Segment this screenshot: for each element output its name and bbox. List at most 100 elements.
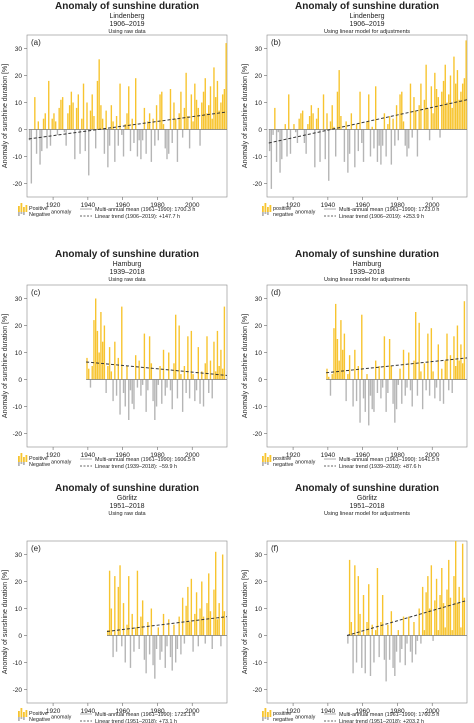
negative-anomaly-bar [161, 379, 163, 404]
negative-anomaly-bar [122, 379, 125, 393]
positive-anomaly-bar [58, 107, 60, 130]
positive-anomaly-bar [197, 347, 199, 380]
negative-anomaly-bar [171, 379, 173, 410]
legend-negative-swatch [267, 462, 269, 465]
positive-anomaly-bar [298, 118, 300, 130]
positive-anomaly-bar [446, 589, 448, 636]
positive-anomaly-bar [141, 600, 144, 636]
positive-anomaly-bar [188, 622, 191, 636]
positive-anomaly-bar [458, 360, 460, 380]
legend-positive-swatch [269, 205, 272, 212]
negative-anomaly-bar [272, 129, 274, 135]
negative-anomaly-bar [286, 129, 288, 157]
y-tick-label: 10 [255, 100, 263, 107]
negative-anomaly-bar [169, 635, 172, 658]
positive-anomaly-bar [428, 608, 431, 636]
negative-anomaly-bar [133, 129, 135, 143]
negative-anomaly-bar [124, 635, 126, 663]
positive-anomaly-bar [366, 622, 368, 636]
positive-anomaly-bar [399, 368, 401, 380]
positive-anomaly-bar [147, 121, 149, 130]
positive-anomaly-bar [442, 80, 445, 130]
linear-trend-line [106, 616, 228, 632]
negative-anomaly-bar [192, 635, 194, 652]
positive-anomaly-bar [119, 565, 121, 636]
y-tick-label: -20 [253, 431, 263, 438]
x-tick-label: 2000 [425, 452, 440, 459]
legend-positive-swatch [20, 203, 23, 212]
negative-anomaly-bar [409, 379, 412, 391]
legend-negative-swatch [23, 462, 25, 465]
legend-trend-label: Linear trend (1906–2019): +253.9 h [339, 214, 424, 220]
legend-negative-swatch [23, 212, 25, 215]
negative-anomaly-bar [208, 379, 210, 393]
negative-anomaly-bar [395, 379, 398, 410]
positive-anomaly-bar [390, 366, 393, 380]
positive-anomaly-bar [204, 363, 206, 380]
linear-trend-line [268, 99, 468, 144]
negative-anomaly-bar [369, 129, 372, 157]
method-note: Using raw data [108, 511, 146, 517]
positive-anomaly-bar [107, 366, 109, 380]
positive-anomaly-bar [70, 91, 73, 130]
negative-anomaly-bar [434, 379, 436, 399]
negative-anomaly-bar [404, 379, 406, 396]
x-tick-label: 1920 [286, 708, 301, 715]
negative-anomaly-bar [154, 129, 156, 146]
positive-anomaly-bar [135, 355, 137, 380]
x-tick-label: 1980 [150, 202, 165, 209]
positive-anomaly-bar [432, 371, 434, 380]
positive-anomaly-bar [432, 113, 434, 130]
positive-anomaly-bar [143, 333, 146, 380]
positive-anomaly-bar [448, 559, 450, 636]
negative-anomaly-bar [354, 129, 356, 168]
positive-anomaly-bar [317, 107, 319, 130]
positive-anomaly-bar [169, 89, 172, 130]
y-tick-label: -20 [13, 431, 23, 438]
positive-anomaly-bar [119, 83, 121, 130]
positive-anomaly-bar [390, 611, 393, 636]
positive-anomaly-bar [408, 616, 410, 636]
negative-anomaly-bar [199, 129, 201, 146]
positive-anomaly-bar [408, 352, 410, 380]
positive-anomaly-bar [335, 303, 337, 380]
positive-anomaly-bar [168, 619, 170, 636]
positive-anomaly-bar [308, 116, 311, 130]
y-tick-label: 10 [15, 350, 23, 357]
positive-anomaly-bar [209, 611, 212, 636]
positive-anomaly-bar [215, 97, 217, 130]
x-tick-label: 1920 [286, 202, 301, 209]
negative-anomaly-bar [361, 129, 363, 143]
legend-negative-swatch [18, 717, 20, 721]
negative-anomaly-bar [46, 129, 48, 149]
positive-anomaly-bar [208, 105, 210, 130]
legend-positive-label: Positive [29, 456, 48, 462]
positive-anomaly-bar [136, 570, 139, 636]
positive-anomaly-bar [288, 94, 290, 130]
positive-anomaly-bar [336, 339, 339, 380]
y-tick-label: 10 [15, 100, 23, 107]
positive-anomaly-bar [329, 121, 332, 130]
positive-anomaly-bar [197, 107, 199, 130]
panel-label: (e) [31, 544, 41, 553]
negative-anomaly-bar [416, 129, 419, 157]
negative-anomaly-bar [39, 129, 41, 165]
legend-positive-swatch [18, 711, 20, 717]
x-tick-label: 1940 [81, 202, 96, 209]
negative-anomaly-bar [202, 379, 205, 407]
positive-anomaly-bar [213, 589, 215, 636]
positive-anomaly-bar [456, 70, 459, 130]
negative-anomaly-bar [145, 129, 147, 154]
legend-anomaly-label: anomaly [295, 715, 316, 721]
negative-anomaly-bar [129, 129, 132, 152]
y-tick-label: 30 [255, 296, 263, 303]
negative-anomaly-bar [394, 379, 396, 423]
positive-anomaly-bar [183, 107, 186, 130]
legend-negative-swatch [264, 212, 267, 214]
legend-trend-label: Linear trend (1939–2018): −59.9 h [95, 464, 177, 470]
positive-anomaly-bar [453, 576, 455, 636]
negative-anomaly-bar [154, 379, 156, 420]
